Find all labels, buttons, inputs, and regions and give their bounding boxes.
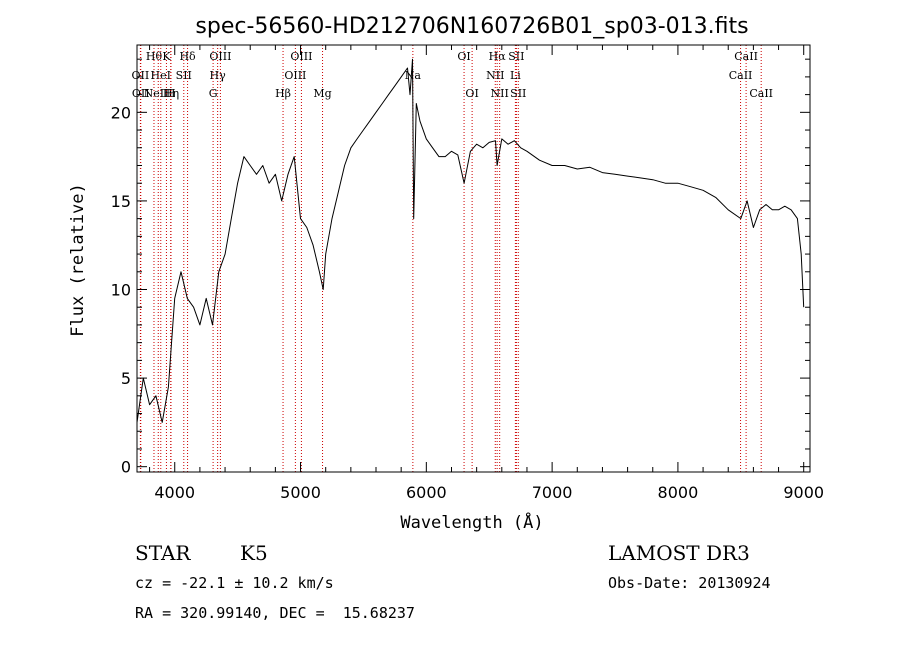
y-tick-label: 10	[111, 281, 131, 300]
marker-label: Hγ	[210, 69, 227, 82]
x-axis-label: Wavelength (Å)	[400, 511, 543, 533]
marker-label: OI	[457, 50, 470, 63]
marker-label: SII	[176, 69, 192, 82]
y-axis-ticks: 0 5 10 15 20	[111, 58, 810, 477]
y-axis-label: Flux (relative)	[68, 183, 88, 337]
marker-label: Li	[510, 69, 521, 82]
marker-label: K	[162, 50, 171, 63]
marker-label: Hθ	[146, 50, 163, 63]
marker-label: Hα	[489, 50, 507, 63]
x-tick-label: 5000	[280, 483, 321, 502]
marker-label: OIII	[284, 69, 306, 82]
marker-label: CaII	[729, 69, 753, 82]
spectrum-line	[136, 58, 805, 423]
x-axis-ticks: 4000 5000 6000 7000 8000 9000	[149, 45, 824, 502]
spectrum-series	[136, 58, 805, 423]
marker-label: SII	[508, 50, 524, 63]
observation-date: Obs-Date: 20130924	[608, 574, 771, 592]
x-tick-label: 7000	[532, 483, 573, 502]
object-subclass: K5	[240, 541, 268, 565]
spectral-line-markers: HθOIIOIIHeINeIIIKHηSIIHHδOIIIHγGHβOIIIOI…	[132, 45, 773, 472]
marker-label: OIII	[209, 50, 231, 63]
marker-label: OI	[465, 87, 478, 100]
marker-label: CaII	[734, 50, 758, 63]
marker-label: OII	[132, 87, 150, 100]
survey-name: LAMOST DR3	[608, 541, 750, 565]
marker-label: SII	[510, 87, 526, 100]
x-tick-label: 8000	[658, 483, 699, 502]
object-class: STAR	[135, 541, 191, 565]
marker-label: Hδ	[179, 50, 196, 63]
marker-label: NII	[486, 69, 504, 82]
marker-label: NII	[491, 87, 509, 100]
marker-label: CaII	[749, 87, 773, 100]
x-tick-label: 9000	[783, 483, 824, 502]
marker-label: HeI	[151, 69, 171, 82]
x-tick-label: 6000	[406, 483, 447, 502]
plot-frame	[136, 44, 811, 473]
marker-label: G	[209, 87, 218, 100]
redshift-cz: cz = -22.1 ± 10.2 km/s	[135, 574, 334, 592]
y-tick-label: 15	[111, 192, 131, 211]
y-tick-label: 0	[121, 458, 131, 477]
y-tick-label: 5	[121, 369, 131, 388]
chart-title: spec-56560-HD212706N160726B01_sp03-013.f…	[195, 14, 748, 39]
y-tick-label: 20	[111, 103, 131, 122]
marker-label: OIII	[290, 50, 312, 63]
coordinates: RA = 320.99140, DEC = 15.68237	[135, 604, 415, 622]
marker-label: Mg	[313, 87, 331, 100]
x-tick-label: 4000	[154, 483, 195, 502]
marker-label: NeIII	[144, 87, 173, 100]
marker-label: H	[166, 87, 176, 100]
marker-label: Hβ	[275, 87, 291, 100]
